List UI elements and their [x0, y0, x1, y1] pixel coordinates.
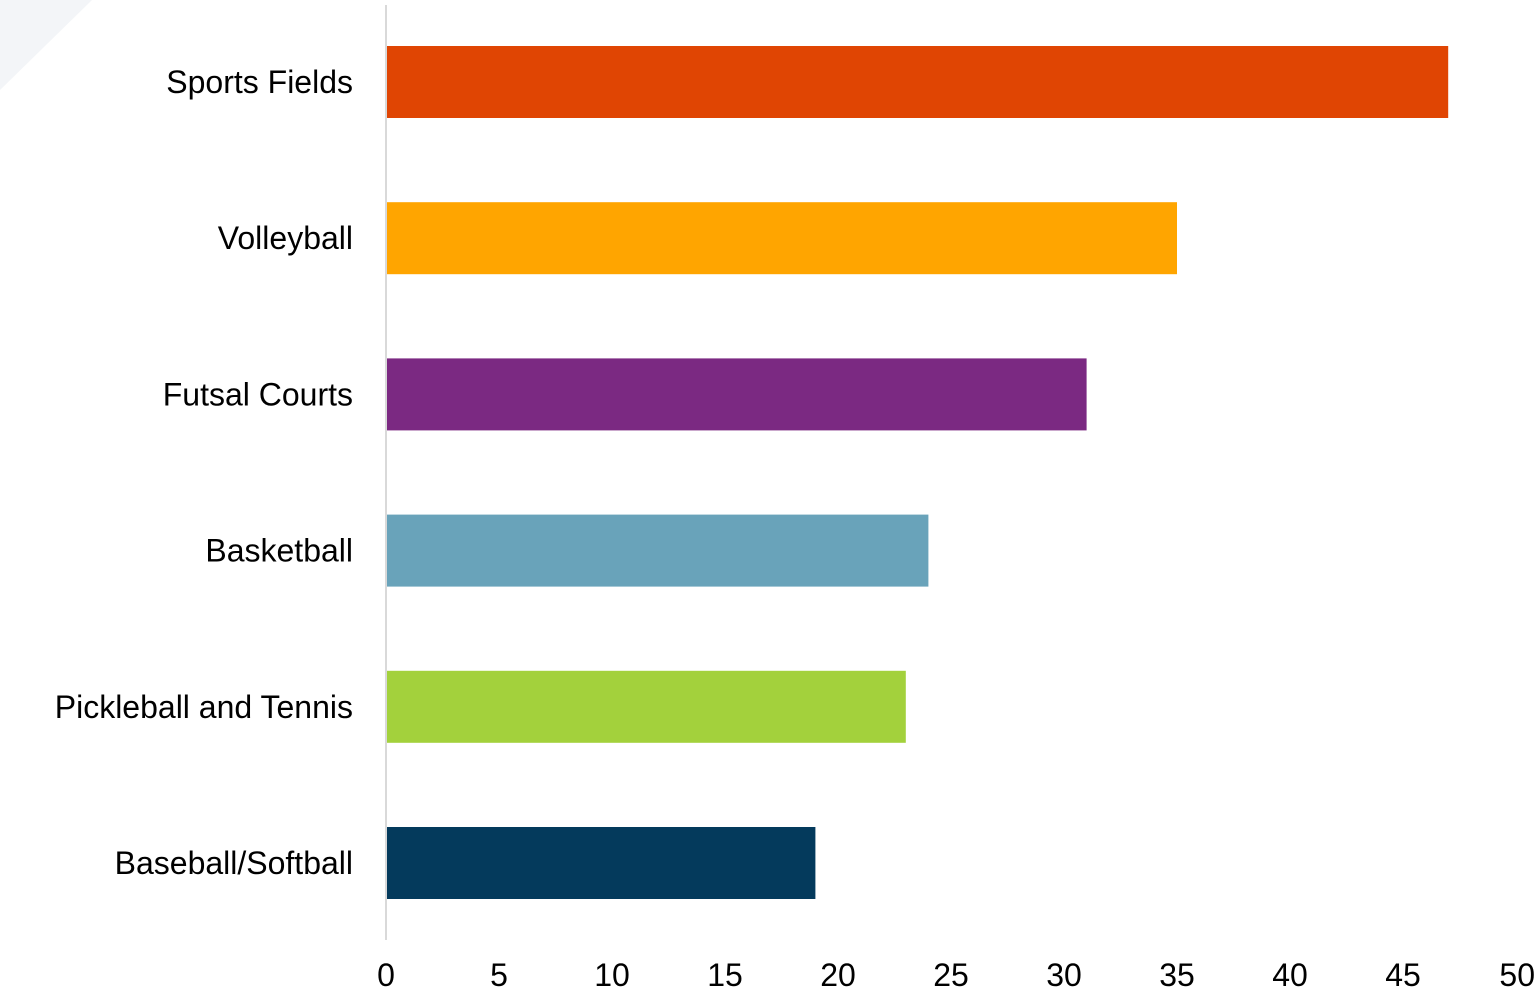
x-tick-label: 25	[933, 957, 969, 993]
bar-sports-fields	[386, 46, 1449, 118]
x-tick-label: 5	[490, 957, 508, 993]
bars-layer	[386, 46, 1449, 899]
category-label: Basketball	[205, 533, 353, 569]
bar-baseball-softball	[386, 827, 816, 899]
bar-basketball	[386, 514, 929, 587]
corner-decoration	[0, 0, 92, 90]
x-axis-tick-labels: 0 5 10 15 20 25 30 35 40 45 50	[377, 957, 1535, 993]
category-label: Volleyball	[218, 220, 353, 256]
x-tick-label: 20	[820, 957, 856, 993]
category-label: Futsal Courts	[163, 376, 353, 412]
bar-pickleball-and-tennis	[386, 670, 906, 743]
x-tick-label: 40	[1272, 957, 1308, 993]
x-tick-label: 35	[1159, 957, 1195, 993]
x-tick-label: 30	[1046, 957, 1082, 993]
x-tick-label: 45	[1385, 957, 1421, 993]
x-tick-label: 0	[377, 957, 395, 993]
x-tick-label: 50	[1499, 957, 1535, 993]
bar-volleyball	[386, 202, 1177, 275]
category-label: Sports Fields	[166, 64, 353, 100]
bar-futsal-courts	[386, 358, 1087, 431]
x-tick-label: 10	[594, 957, 630, 993]
category-label: Pickleball and Tennis	[55, 689, 353, 725]
category-labels: Sports Fields Volleyball Futsal Courts Bask…	[55, 64, 353, 881]
x-tick-label: 15	[707, 957, 743, 993]
category-label: Baseball/Softball	[115, 845, 353, 881]
